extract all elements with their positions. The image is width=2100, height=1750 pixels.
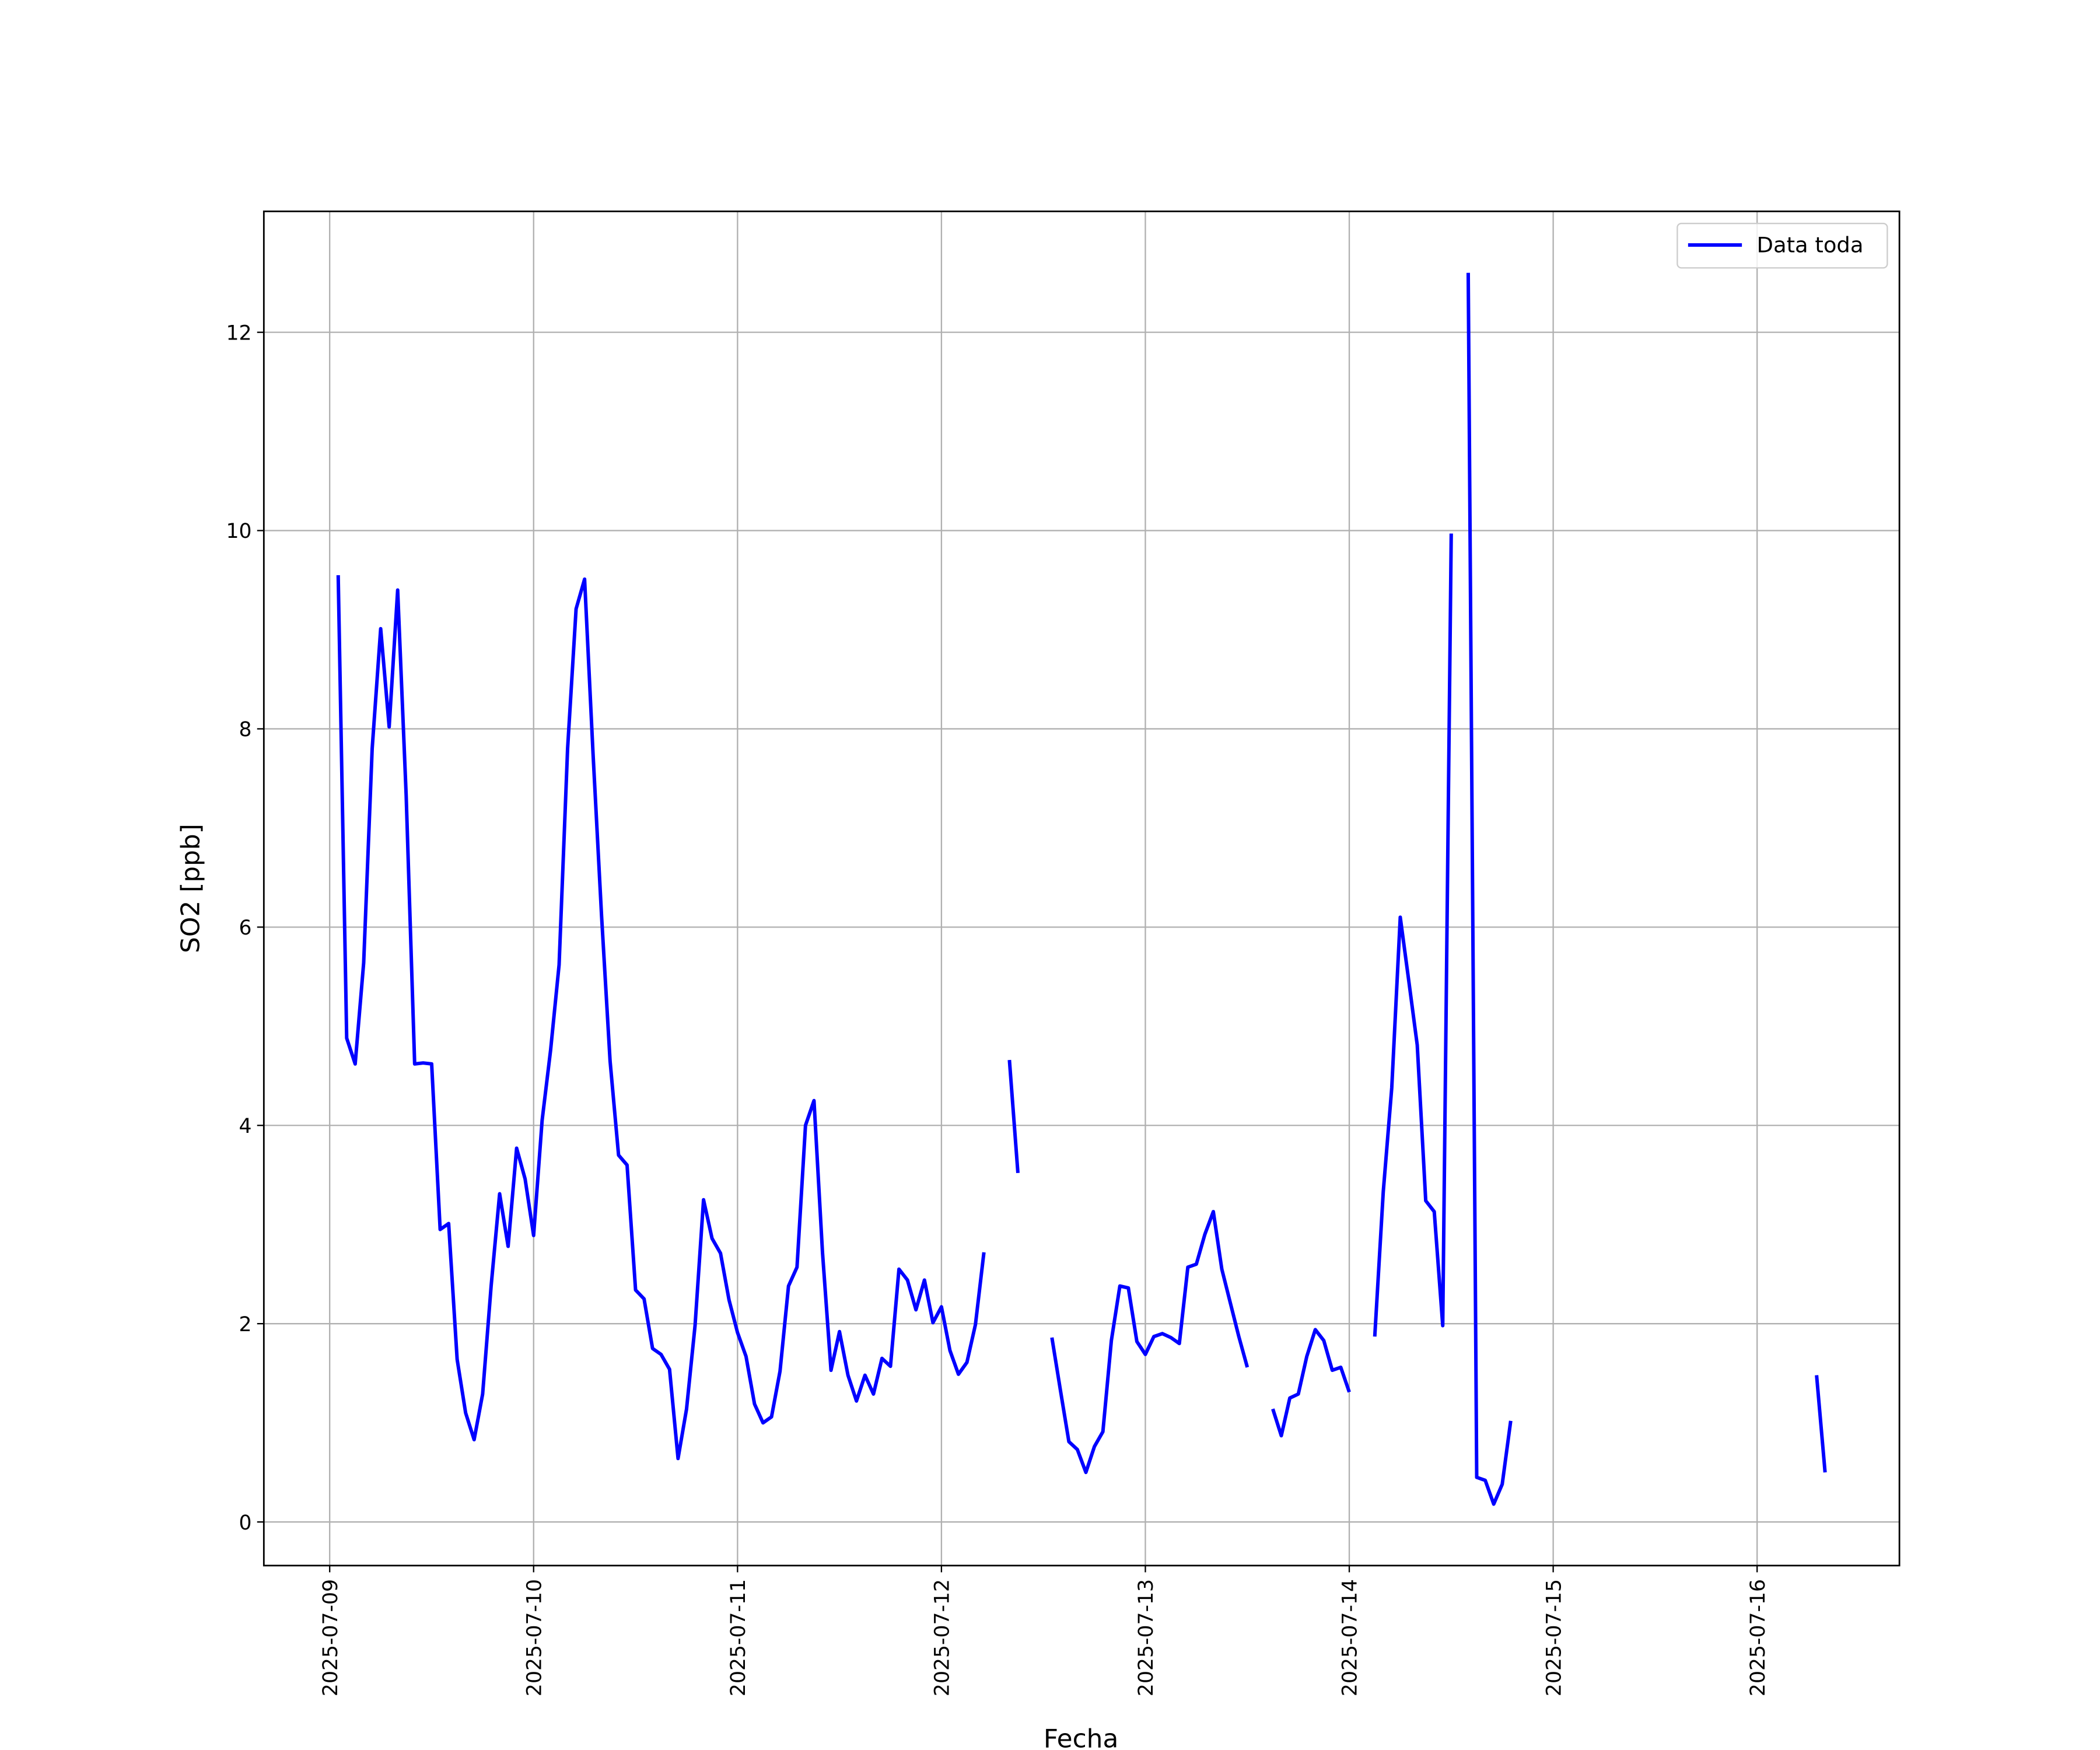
- data-line: [336, 272, 1827, 1506]
- x-tick-label: 2025-07-16: [1746, 1579, 1770, 1696]
- y-tick-label: 8: [239, 718, 252, 741]
- y-tick-label: 0: [239, 1511, 252, 1535]
- x-tick-label: 2025-07-14: [1339, 1579, 1362, 1696]
- legend-box: [1676, 222, 1888, 269]
- grid: [264, 211, 1900, 1566]
- axes-frame: [262, 210, 1901, 1567]
- y-tick-label: 6: [239, 916, 252, 940]
- plot-area: [336, 272, 1827, 1506]
- x-tick-label: 2025-07-11: [727, 1579, 750, 1696]
- x-tick-label: 2025-07-13: [1135, 1579, 1158, 1696]
- legend: Data toda: [1676, 222, 1888, 269]
- x-tick-label: 2025-07-10: [523, 1579, 546, 1696]
- x-axis-label: Fecha: [1044, 1724, 1119, 1750]
- y-axis-label: SO2 [ppb]: [176, 824, 206, 953]
- y-tick-label: 4: [239, 1115, 252, 1138]
- y-tick-label: 2: [239, 1313, 252, 1336]
- legend-label: Data toda: [1757, 233, 1864, 258]
- ticks: 0 2 4 6 8 10 12 2025-07-09 2025-07-10 2025-07-11 2…: [226, 321, 1769, 1696]
- x-tick-label: 2025-07-15: [1542, 1579, 1566, 1696]
- y-tick-label: 10: [226, 520, 251, 543]
- x-tick-label: 2025-07-09: [319, 1579, 342, 1696]
- y-tick-label: 12: [226, 321, 251, 345]
- x-tick-label: 2025-07-12: [931, 1579, 954, 1696]
